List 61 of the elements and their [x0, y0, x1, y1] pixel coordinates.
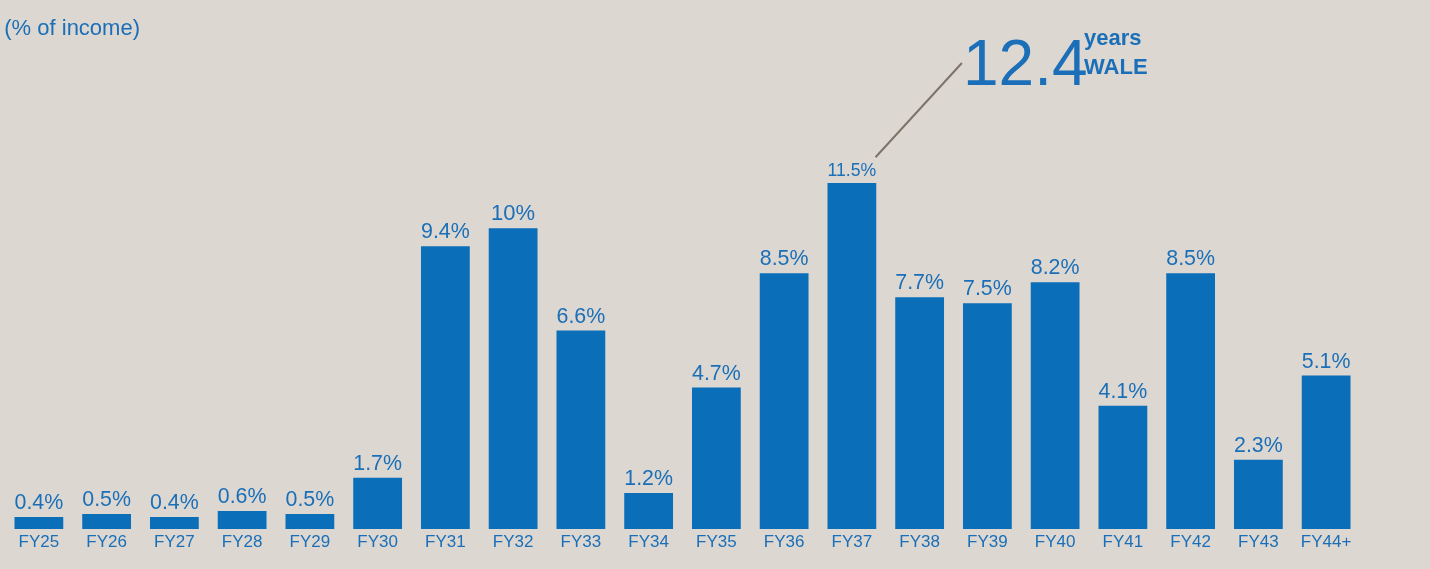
- data-label: 0.5%: [82, 487, 131, 512]
- x-tick-label: FY26: [86, 532, 127, 551]
- bar: [1301, 375, 1351, 529]
- bar: [82, 513, 132, 529]
- bar: [895, 297, 945, 529]
- x-tick-label: FY41: [1102, 532, 1144, 551]
- data-label: 7.7%: [895, 270, 944, 295]
- data-label: 7.5%: [963, 276, 1012, 301]
- bar: [149, 516, 199, 529]
- bar: [14, 516, 64, 529]
- data-label: 6.6%: [556, 303, 606, 328]
- x-tick-label: FY38: [899, 532, 940, 551]
- bar: [962, 303, 1012, 529]
- x-tick-label: FY42: [1170, 532, 1211, 551]
- bar: [420, 246, 470, 529]
- x-tick-label: FY32: [492, 532, 534, 551]
- bar: [488, 228, 538, 529]
- bar: [759, 273, 809, 529]
- x-tick-label: FY31: [425, 532, 466, 551]
- data-label: 8.5%: [1166, 246, 1215, 271]
- bar: [1098, 405, 1148, 529]
- data-label: 0.4%: [150, 490, 199, 515]
- x-tick-label: FY37: [831, 532, 873, 551]
- data-label: 4.1%: [1098, 378, 1148, 403]
- bar: [827, 183, 877, 529]
- x-tick-label: FY28: [221, 532, 263, 551]
- data-label: 10%: [491, 200, 536, 226]
- bar: [691, 387, 741, 529]
- x-tick-label: FY30: [357, 532, 398, 551]
- data-label: 11.5%: [827, 159, 877, 180]
- x-tick-label: FY36: [763, 532, 805, 551]
- data-label: 8.2%: [1030, 255, 1080, 280]
- x-tick-label: FY33: [560, 532, 602, 551]
- data-label: 8.5%: [759, 246, 809, 271]
- chart-title: (% of income): [4, 15, 141, 41]
- x-tick-label: FY40: [1034, 532, 1076, 551]
- x-tick-label: FY25: [18, 532, 60, 551]
- x-tick-label: FY27: [154, 532, 195, 551]
- data-label: 1.7%: [353, 450, 403, 475]
- data-label: 9.4%: [420, 219, 470, 244]
- bar: [353, 477, 403, 529]
- data-label: 0.6%: [217, 484, 267, 509]
- data-label: 1.2%: [624, 466, 673, 491]
- x-tick-label: FY43: [1238, 532, 1279, 551]
- data-label: 0.4%: [14, 490, 64, 515]
- x-tick-label: FY34: [628, 532, 669, 551]
- bar: [556, 330, 606, 529]
- data-label: 5.1%: [1301, 348, 1351, 373]
- bar: [285, 513, 335, 529]
- data-label: 4.7%: [692, 360, 741, 385]
- x-tick-label: FY35: [696, 532, 737, 551]
- x-tick-label: FY44+: [1300, 532, 1352, 551]
- data-label: 0.5%: [285, 487, 335, 512]
- bar: [624, 492, 674, 529]
- bar: [1030, 282, 1080, 529]
- bar: [1166, 273, 1216, 529]
- bar: [1233, 459, 1283, 529]
- x-tick-label: FY29: [289, 532, 331, 551]
- data-label: 2.3%: [1234, 432, 1283, 457]
- x-tick-label: FY39: [967, 532, 1008, 551]
- bar: [217, 510, 267, 529]
